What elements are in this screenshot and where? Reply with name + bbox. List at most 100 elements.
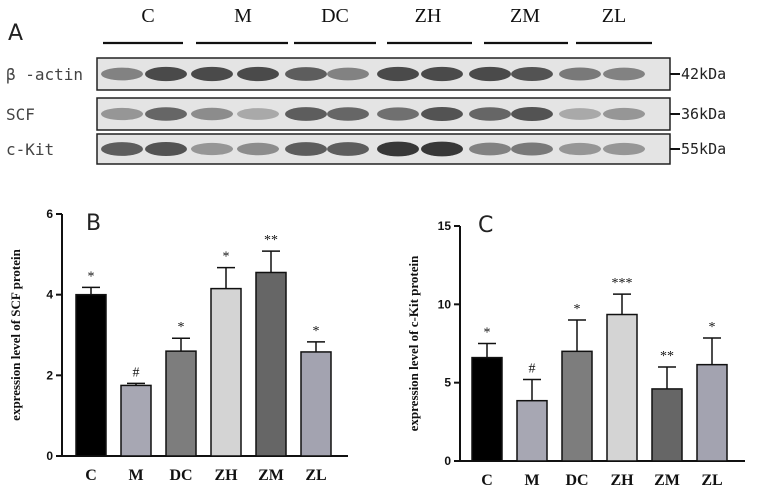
lane-label: M xyxy=(234,5,252,27)
x-tick-label: ZL xyxy=(701,472,722,489)
bar xyxy=(255,271,287,457)
bar xyxy=(165,350,197,457)
protein-band xyxy=(377,141,419,157)
protein-band xyxy=(285,107,327,121)
y-axis-label: expression level of c-Kit protein xyxy=(406,255,421,431)
protein-band xyxy=(603,67,645,81)
protein-band xyxy=(327,67,369,81)
protein-band xyxy=(421,107,463,121)
blot-rows: β -actin 42kDa SCF 36kDa c-Kit 55kDa xyxy=(6,57,726,165)
protein-band xyxy=(101,142,143,156)
significance-marker: # xyxy=(529,362,536,377)
protein-band xyxy=(327,142,369,156)
significance-marker: * xyxy=(484,326,491,341)
x-tick-label: ZH xyxy=(214,467,238,484)
x-tick-label: DC xyxy=(565,472,588,489)
protein-band xyxy=(101,67,143,81)
bar xyxy=(471,356,503,462)
y-tick-label: 6 xyxy=(46,207,53,221)
significance-marker: * xyxy=(88,269,95,284)
protein-band xyxy=(191,107,233,121)
bar xyxy=(606,313,638,462)
bar xyxy=(561,350,593,462)
protein-band xyxy=(285,142,327,156)
y-axis-label: expression level of SCF protein xyxy=(8,248,23,420)
significance-marker: # xyxy=(133,365,140,380)
protein-band xyxy=(511,142,553,156)
lane-label: ZM xyxy=(510,5,540,27)
lane-label: C xyxy=(141,5,154,27)
protein-band xyxy=(421,141,463,157)
protein-band xyxy=(377,107,419,121)
bar xyxy=(696,363,728,462)
significance-marker: * xyxy=(313,324,320,339)
bar xyxy=(75,293,107,457)
significance-marker: *** xyxy=(612,276,633,291)
blot-row-label: SCF xyxy=(6,105,35,124)
lane-labels: C M DC ZH ZM ZL xyxy=(141,5,626,27)
lane-label: ZH xyxy=(415,5,442,27)
x-tick-label: C xyxy=(85,467,97,484)
y-tick-label: 10 xyxy=(438,297,452,311)
protein-band xyxy=(421,66,463,82)
x-tick-label: DC xyxy=(169,467,192,484)
y-tick-label: 4 xyxy=(46,288,53,302)
protein-band xyxy=(511,67,553,81)
protein-band xyxy=(285,67,327,81)
x-tick-label: M xyxy=(524,472,539,489)
protein-band xyxy=(101,107,143,121)
protein-band xyxy=(469,66,511,82)
significance-marker: * xyxy=(223,250,230,265)
panel-a-label: A xyxy=(8,21,23,46)
x-tick-label: ZL xyxy=(305,467,326,484)
protein-band xyxy=(237,66,279,82)
protein-band xyxy=(559,142,601,156)
protein-band xyxy=(191,66,233,82)
panel-label: C xyxy=(478,213,493,238)
x-tick-label: C xyxy=(481,472,493,489)
y-tick-label: 5 xyxy=(444,376,451,390)
significance-marker: * xyxy=(574,302,581,317)
protein-band xyxy=(511,107,553,121)
kda-label: 42kDa xyxy=(681,65,726,83)
x-tick-label: ZM xyxy=(654,472,680,489)
protein-band xyxy=(559,108,601,120)
protein-band xyxy=(603,107,645,121)
blot-row-label: c-Kit xyxy=(6,140,54,159)
y-tick-label: 15 xyxy=(438,219,452,233)
significance-marker: * xyxy=(709,320,716,335)
x-tick-label: ZH xyxy=(610,472,634,489)
lane-label: ZL xyxy=(602,5,626,27)
significance-marker: ** xyxy=(660,349,674,364)
significance-marker: ** xyxy=(264,233,278,248)
y-tick-label: 2 xyxy=(46,368,53,382)
protein-band xyxy=(469,142,511,156)
bar xyxy=(516,399,548,462)
protein-band xyxy=(145,142,187,156)
bar xyxy=(300,351,332,457)
protein-band xyxy=(145,66,187,82)
lane-label: DC xyxy=(321,5,349,27)
western-blot-panel: A C M DC ZH ZM ZL β -actin 42kDa SCF 36kDa c-Kit 5… xyxy=(6,5,726,165)
bar xyxy=(651,388,683,462)
protein-band xyxy=(469,107,511,121)
protein-band xyxy=(145,107,187,121)
y-tick-label: 0 xyxy=(46,449,53,463)
protein-band xyxy=(603,142,645,156)
kda-label: 36kDa xyxy=(681,105,726,123)
protein-band xyxy=(237,142,279,156)
panel-label: B xyxy=(86,211,101,236)
protein-band xyxy=(377,66,419,82)
x-tick-label: ZM xyxy=(258,467,284,484)
protein-band xyxy=(191,142,233,156)
bar xyxy=(120,384,152,457)
kda-label: 55kDa xyxy=(681,140,726,158)
y-tick-label: 0 xyxy=(444,454,451,468)
bar xyxy=(210,287,242,457)
blot-row-label: β -actin xyxy=(6,65,83,84)
protein-band xyxy=(327,107,369,121)
significance-marker: * xyxy=(178,320,185,335)
